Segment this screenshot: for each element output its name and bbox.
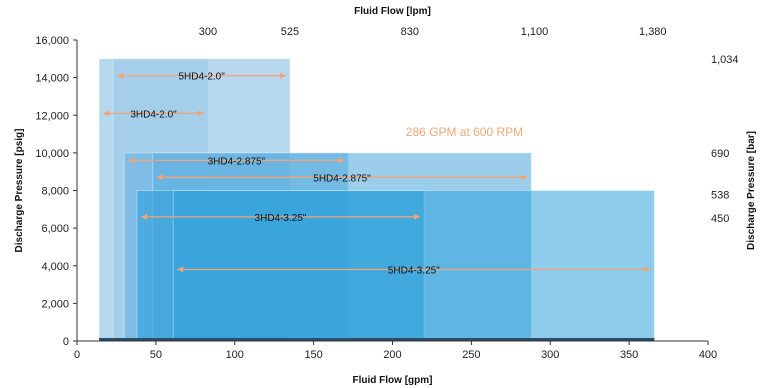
x-axis-title: Fluid Flow [gpm]: [353, 375, 433, 386]
x-tick-label: 250: [462, 349, 480, 361]
chart-plot-area: [98, 58, 655, 342]
arrow-head-right: [338, 157, 345, 164]
x2-tick-label: 830: [401, 26, 419, 38]
arrow-head-left: [103, 110, 110, 117]
arrow-head-left: [140, 213, 147, 220]
y-tick-label: 8,000: [41, 186, 69, 198]
range-label: 3HD4-3.25": [255, 213, 307, 224]
y2-axis-title: Discharge Pressure [bar]: [746, 131, 757, 250]
y-tick-label: 0: [63, 336, 69, 348]
x-tick-label: 0: [74, 349, 80, 361]
arrow-head-right: [197, 110, 204, 117]
arrow-head-left: [177, 266, 184, 273]
x-tick-label: 350: [620, 349, 638, 361]
x-tick-label: 400: [699, 349, 717, 361]
x2-axis-title: Fluid Flow [lpm]: [354, 6, 431, 17]
x2-tick-label: 1,100: [521, 26, 549, 38]
x-tick-label: 50: [150, 349, 162, 361]
y-tick-label: 12,000: [35, 110, 69, 122]
range-label: 5HD4-2.0": [178, 72, 225, 83]
arrow-head-right: [644, 266, 651, 273]
x-tick-label: 300: [541, 349, 559, 361]
arrow-head-left: [128, 157, 135, 164]
arrow-head-right: [414, 213, 421, 220]
x-tick-label: 200: [383, 349, 401, 361]
y-tick-label: 2,000: [41, 298, 69, 310]
y-tick-label: 4,000: [41, 261, 69, 273]
range-label: 3HD4-2.875": [208, 156, 266, 167]
chart-box-labels: 3HD4-2.0" 5HD4-2.0" 3HD4-2.875" 5HD4-2.875"…: [103, 72, 651, 277]
range-box: [172, 190, 655, 342]
y-tick-label: 6,000: [41, 223, 69, 235]
arrow-head-left: [117, 72, 124, 79]
arrow-head-left: [156, 174, 163, 181]
annotation: 286 GPM at 600 RPM: [406, 125, 523, 139]
range-label: 5HD4-3.25": [388, 266, 440, 277]
y2-tick-label: 450: [711, 213, 729, 225]
y2-tick-label: 1,034: [711, 54, 739, 66]
arrow-head-right: [521, 174, 528, 181]
arrow-head-right: [279, 72, 286, 79]
x-tick-label: 150: [304, 349, 322, 361]
range-label: 3HD4-2.0": [130, 109, 177, 120]
chart-ticks: 0 50 100 150 200 250 300 350 400 0 2,000 4,000 6,000…: [35, 26, 738, 361]
y2-tick-label: 690: [711, 148, 729, 160]
y-tick-label: 14,000: [35, 73, 69, 85]
range-label: 5HD4-2.875": [313, 173, 371, 184]
x-tick-label: 100: [226, 349, 244, 361]
x2-tick-label: 300: [199, 26, 217, 38]
y-tick-label: 16,000: [35, 35, 69, 47]
x2-tick-label: 1,380: [639, 26, 667, 38]
y-tick-label: 10,000: [35, 148, 69, 160]
x2-tick-label: 525: [281, 26, 299, 38]
y2-tick-label: 538: [711, 189, 729, 201]
y-axis-title: Discharge Pressure [psig]: [14, 129, 25, 253]
baseline-band: [99, 338, 655, 341]
